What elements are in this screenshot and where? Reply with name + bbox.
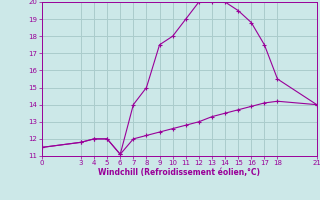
X-axis label: Windchill (Refroidissement éolien,°C): Windchill (Refroidissement éolien,°C): [98, 168, 260, 177]
